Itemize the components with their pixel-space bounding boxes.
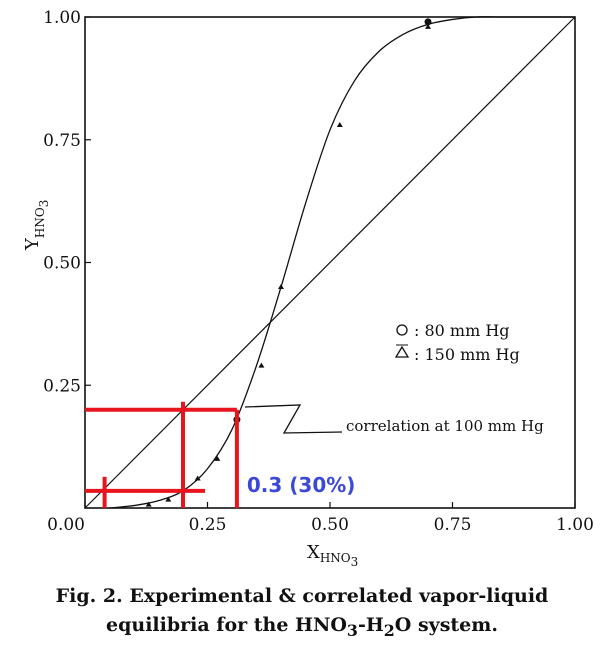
data-point-150mmhg xyxy=(336,122,343,128)
caption-text-b: -H xyxy=(357,614,384,636)
x-axis-label-main: X xyxy=(307,542,320,563)
vle-chart: 0.25 0.50 0.75 1.00 0.00 0.25 0.50 0.75 1.00 : … xyxy=(22,8,594,569)
caption-sub-b: 2 xyxy=(383,620,395,640)
data-points xyxy=(145,18,432,507)
triangle-icon xyxy=(394,345,410,358)
data-point-150mmhg xyxy=(145,501,152,507)
y-tick-label: 0.75 xyxy=(43,131,81,151)
caption-text-c: O system. xyxy=(394,614,498,636)
y-axis-label: YHNO3 xyxy=(22,200,51,251)
x-tick-label: 0.25 xyxy=(189,515,227,535)
x-tick-label: 0.50 xyxy=(311,515,349,535)
y-tick-label: 0.50 xyxy=(43,254,81,274)
data-point-150mmhg xyxy=(278,284,284,290)
data-point-150mmhg xyxy=(214,455,221,461)
y-tick-label: 0.25 xyxy=(43,376,81,396)
x-tick-label: 0.00 xyxy=(47,515,85,535)
legend-entry-150: : 150 mm Hg xyxy=(414,345,520,364)
annotation-leader xyxy=(244,404,343,434)
caption-sub-a: 3 xyxy=(346,620,358,640)
y-axis-label-main: Y xyxy=(22,237,43,251)
data-point-150mmhg xyxy=(194,475,201,481)
x-axis-label-sub: HNO xyxy=(320,551,351,565)
figure-caption-line-2: equilibria for the HNO3-H2O system. xyxy=(0,614,604,640)
y-tick-labels: 0.25 0.50 0.75 1.00 xyxy=(43,8,91,396)
legend: : 80 mm Hg : 150 mm Hg xyxy=(394,321,520,364)
data-point-80mmhg xyxy=(424,18,432,26)
x-tick-label: 1.00 xyxy=(556,515,594,535)
x-axis-label: XHNO3 xyxy=(307,542,358,569)
x-tick-labels: 0.00 0.25 0.50 0.75 1.00 xyxy=(47,502,594,535)
diagonal-line xyxy=(84,16,576,509)
y-axis-label-sub: HNO xyxy=(33,207,47,238)
data-point-150mmhg xyxy=(258,362,265,368)
overlay-label: 0.3 (30%) xyxy=(247,473,356,497)
data-point-150mmhg xyxy=(425,23,431,29)
x-axis-label-sub2: 3 xyxy=(351,555,359,569)
x-tick-label: 0.75 xyxy=(434,515,472,535)
red-overlay: 0.3 (30%) xyxy=(85,401,356,508)
annotation: correlation at 100 mm Hg xyxy=(244,404,544,435)
figure-caption-line-1: Fig. 2. Experimental & correlated vapor-… xyxy=(55,585,549,607)
data-point-150mmhg xyxy=(165,496,172,502)
y-axis-label-sub2: 3 xyxy=(37,200,51,208)
circle-icon xyxy=(396,324,408,336)
annotation-text: correlation at 100 mm Hg xyxy=(346,417,544,435)
y-tick-label: 1.00 xyxy=(43,8,81,28)
caption-text-a: equilibria for the HNO xyxy=(106,614,347,636)
legend-entry-80: : 80 mm Hg xyxy=(414,321,510,340)
